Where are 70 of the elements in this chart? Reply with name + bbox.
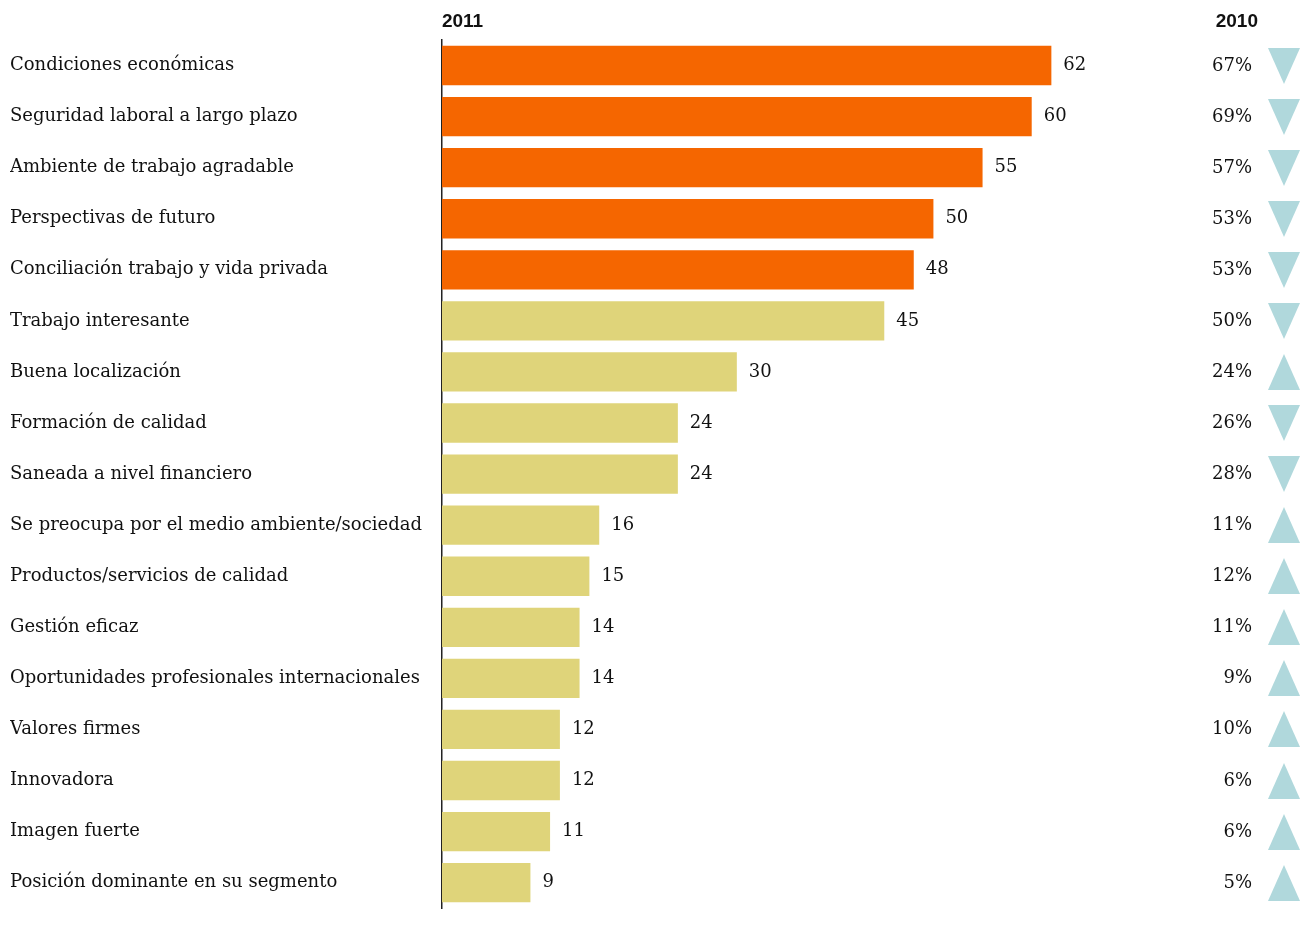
bar	[441, 352, 737, 392]
bar	[441, 301, 885, 341]
data-label: 48	[925, 257, 949, 279]
text: 11%	[1211, 513, 1252, 535]
text: 24%	[1211, 359, 1252, 381]
bar	[441, 45, 1052, 86]
y-tick-label: Buena localización	[10, 359, 182, 381]
bar	[441, 811, 551, 852]
y-tick-label: Valores firmes	[9, 717, 141, 739]
data-label: 45	[896, 308, 920, 330]
data-label: 12	[571, 768, 595, 790]
bar	[441, 505, 600, 545]
data-label: 14	[591, 614, 615, 636]
text: 9%	[1222, 666, 1252, 688]
bar	[441, 199, 934, 239]
series-label: 2011	[441, 10, 484, 32]
text: 53%	[1211, 257, 1252, 279]
y-tick-label: Saneada a nivel financiero	[10, 461, 252, 483]
y-tick-label: Gestión eficaz	[10, 614, 139, 636]
data-label: 12	[571, 717, 595, 739]
bar	[441, 658, 580, 699]
data-label: 62	[1063, 53, 1087, 75]
y-tick-label: Conciliación trabajo y vida privada	[10, 257, 329, 279]
bar	[441, 760, 560, 801]
text: 67%	[1211, 53, 1252, 75]
data-label: 9	[542, 870, 554, 892]
bar	[441, 607, 580, 647]
y-tick-label: Productos/servicios de calidad	[10, 563, 289, 585]
text: 57%	[1211, 155, 1252, 177]
bar	[441, 96, 1032, 137]
y-tick-label: Oportunidades profesionales internacionales	[10, 666, 420, 688]
y-tick-label: Condiciones económicas	[10, 53, 235, 75]
data-label: 24	[689, 410, 713, 432]
y-tick-label: Ambiente de trabajo agradable	[9, 155, 294, 177]
y-tick-label: Perspectivas de futuro	[10, 206, 216, 228]
text: 50%	[1211, 308, 1252, 330]
text: 53%	[1211, 206, 1252, 228]
data-label: 60	[1043, 104, 1067, 126]
text: 2010	[1214, 10, 1258, 32]
text: 10%	[1211, 717, 1252, 739]
data-label: 11	[562, 819, 585, 841]
data-label: 50	[945, 206, 969, 228]
y-tick-label: Se preocupa por el medio ambiente/sociedad	[10, 512, 422, 534]
y-tick-label: Formación de calidad	[10, 410, 207, 432]
data-label: 55	[994, 155, 1018, 177]
y-tick-label: Posición dominante en su segmento	[10, 870, 338, 892]
y-tick-label: Innovadora	[10, 768, 114, 790]
bar	[441, 709, 560, 750]
data-label: 15	[601, 563, 625, 585]
text: 69%	[1211, 104, 1252, 126]
data-label: 24	[689, 461, 713, 483]
bar	[441, 250, 914, 290]
data-label: 16	[611, 512, 635, 534]
bar	[441, 556, 590, 596]
bar	[441, 863, 531, 903]
bar	[441, 403, 678, 443]
data-label: 30	[748, 359, 772, 381]
bar	[441, 454, 678, 494]
text: 26%	[1211, 411, 1252, 433]
text: 5%	[1222, 870, 1252, 892]
text: 12%	[1211, 564, 1252, 586]
y-tick-label: Imagen fuerte	[10, 819, 140, 841]
text: 6%	[1222, 819, 1252, 841]
y-tick-label: Seguridad laboral a largo plazo	[10, 104, 298, 126]
bar	[441, 148, 983, 188]
text: 11%	[1211, 615, 1252, 637]
y-tick-label: Trabajo interesante	[10, 308, 190, 330]
text: 6%	[1222, 768, 1252, 790]
data-label: 14	[591, 666, 615, 688]
text: 28%	[1211, 462, 1252, 484]
